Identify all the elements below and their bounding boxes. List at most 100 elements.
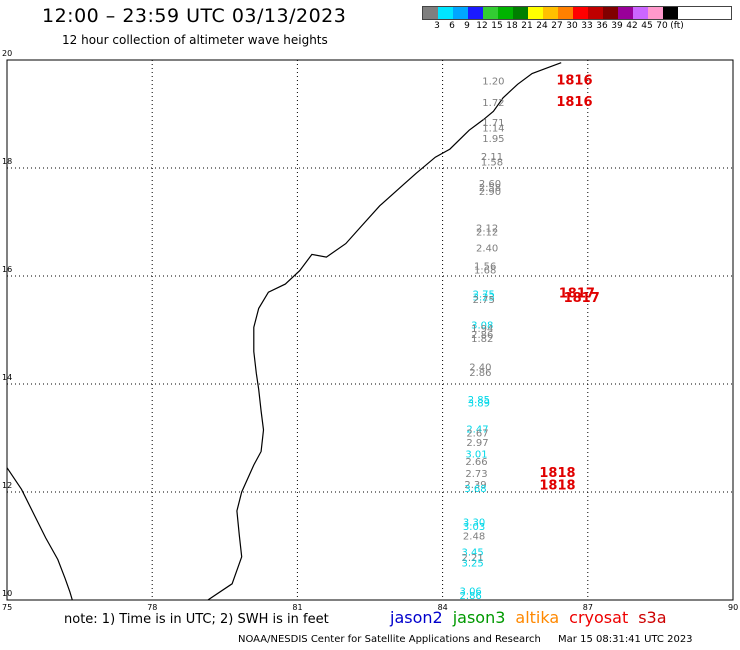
wave-height-value: 2.86 — [471, 330, 493, 341]
wave-height-value: 1.68 — [474, 265, 496, 276]
west-coastline — [6, 467, 73, 601]
legend-label: 27 — [551, 21, 563, 31]
legend-swatch — [468, 7, 483, 19]
coastline — [6, 62, 562, 601]
map-frame — [6, 59, 734, 601]
legend-label: 39 — [611, 21, 623, 31]
legend-label: 42 — [626, 21, 638, 31]
wave-height-value: 2.85 — [468, 395, 490, 406]
satellite-cryosat: cryosat — [569, 608, 629, 627]
pass-time-label: 1818 — [539, 466, 575, 481]
wave-height-value: 2.90 — [479, 187, 501, 198]
legend-swatch — [663, 7, 678, 19]
wave-height-value: 2.97 — [466, 438, 488, 449]
pass-time-label: 1817 — [559, 287, 595, 302]
pass-time-label: 1817 — [564, 291, 600, 306]
x-tick-label: 78 — [147, 603, 158, 612]
wave-height-value: 3.68 — [464, 484, 486, 495]
wave-height-value: 2.39 — [464, 480, 486, 491]
satellite-jason3: jason3 — [452, 608, 506, 627]
x-tick-label: 81 — [292, 603, 303, 612]
footer-note: note: 1) Time is in UTC; 2) SWH is in fe… — [64, 612, 329, 627]
map-subtitle: 12 hour collection of altimeter wave hei… — [62, 33, 328, 47]
satellite-s3a: s3a — [638, 608, 667, 627]
wave-height-value: 3.03 — [463, 522, 485, 533]
legend-swatch — [498, 7, 513, 19]
grid-lines — [7, 60, 733, 600]
wave-height-value: 2.21 — [461, 553, 483, 564]
legend-swatches — [422, 6, 732, 20]
wave-height-value: 1.14 — [482, 123, 504, 134]
x-tick-label: 84 — [437, 603, 448, 612]
legend-label: 24 — [536, 21, 548, 31]
wave-height-value: 3.06 — [460, 587, 482, 598]
legend-swatch — [543, 7, 558, 19]
legend-swatch — [483, 7, 498, 19]
legend-swatch — [438, 7, 453, 19]
wave-height-value: 1.20 — [482, 76, 504, 87]
wave-height-value: 3.89 — [468, 399, 490, 410]
legend-swatch — [558, 7, 573, 19]
wave-height-value: 2.40 — [476, 244, 498, 255]
wave-height-value: 3.30 — [463, 517, 485, 528]
x-tick-label: 75 — [2, 603, 13, 612]
legend-label: 33 — [581, 21, 593, 31]
wave-height-value: 2.67 — [466, 428, 488, 439]
legend-label: (ft) — [670, 21, 684, 31]
y-tick-label: 10 — [2, 589, 13, 598]
legend-label: 21 — [521, 21, 533, 31]
legend-swatch — [423, 7, 438, 19]
legend-label: 36 — [596, 21, 608, 31]
satellite-legend: jason2 jason3 altika cryosat s3a — [390, 608, 677, 627]
wave-height-value: 2.86 — [469, 368, 491, 379]
wave-height-value: 1.95 — [482, 134, 504, 145]
legend-label: 70 — [656, 21, 668, 31]
pass-time-label: 1816 — [556, 73, 592, 88]
wave-height-value: 3.45 — [461, 548, 483, 559]
legend-label: 9 — [464, 21, 470, 31]
wave-height-value: 2.58 — [479, 183, 501, 194]
east-coastline — [207, 62, 562, 601]
legend-swatch — [453, 7, 468, 19]
wave-height-value: 2.86 — [460, 591, 482, 602]
y-tick-label: 12 — [2, 481, 13, 490]
wave-height-value: 1.71 — [482, 118, 504, 129]
legend-swatch — [528, 7, 543, 19]
legend-labels: 3 6 9 12 15 18 21 24 27 30 33 36 39 42 45 70 (ft) — [422, 20, 732, 32]
credit-text: NOAA/NESDIS Center for Satellite Applica… — [238, 634, 541, 645]
legend-swatch — [603, 7, 618, 19]
pass-time-label: 1816 — [556, 95, 592, 110]
wave-height-value: 2.11 — [481, 152, 503, 163]
legend-swatch — [588, 7, 603, 19]
wave-height-value: 2.40 — [469, 363, 491, 374]
legend-label: 3 — [434, 21, 440, 31]
satellite-jason2: jason2 — [390, 608, 443, 627]
legend-label: 6 — [449, 21, 455, 31]
satellite-altika: altika — [515, 608, 560, 627]
color-legend: 3 6 9 12 15 18 21 24 27 30 33 36 39 42 45 70 (ft) — [422, 6, 732, 32]
wave-height-value: 3.25 — [461, 559, 483, 570]
y-tick-label: 14 — [2, 373, 13, 382]
wave-height-value: 1.82 — [471, 334, 493, 345]
wave-height-value: 2.66 — [465, 457, 487, 468]
legend-label: 30 — [566, 21, 578, 31]
wave-height-value: 2.47 — [466, 425, 488, 436]
legend-swatch — [633, 7, 648, 19]
wave-height-value: 1.58 — [481, 157, 503, 168]
wave-height-value: 1.56 — [474, 262, 496, 273]
legend-swatch — [513, 7, 528, 19]
wave-height-value: 3.08 — [471, 320, 493, 331]
wave-height-value: 2.48 — [463, 532, 485, 543]
y-tick-label: 20 — [2, 49, 13, 58]
pass-time-label: 1818 — [539, 478, 575, 493]
y-tick-label: 18 — [2, 157, 13, 166]
legend-label: 45 — [641, 21, 653, 31]
x-tick-label: 90 — [728, 603, 739, 612]
wave-height-value: 2.12 — [476, 228, 498, 239]
legend-label: 15 — [491, 21, 503, 31]
legend-swatch — [648, 7, 663, 19]
timestamp: Mar 15 08:31:41 UTC 2023 — [558, 634, 693, 645]
wave-height-value: 2.73 — [465, 469, 487, 480]
